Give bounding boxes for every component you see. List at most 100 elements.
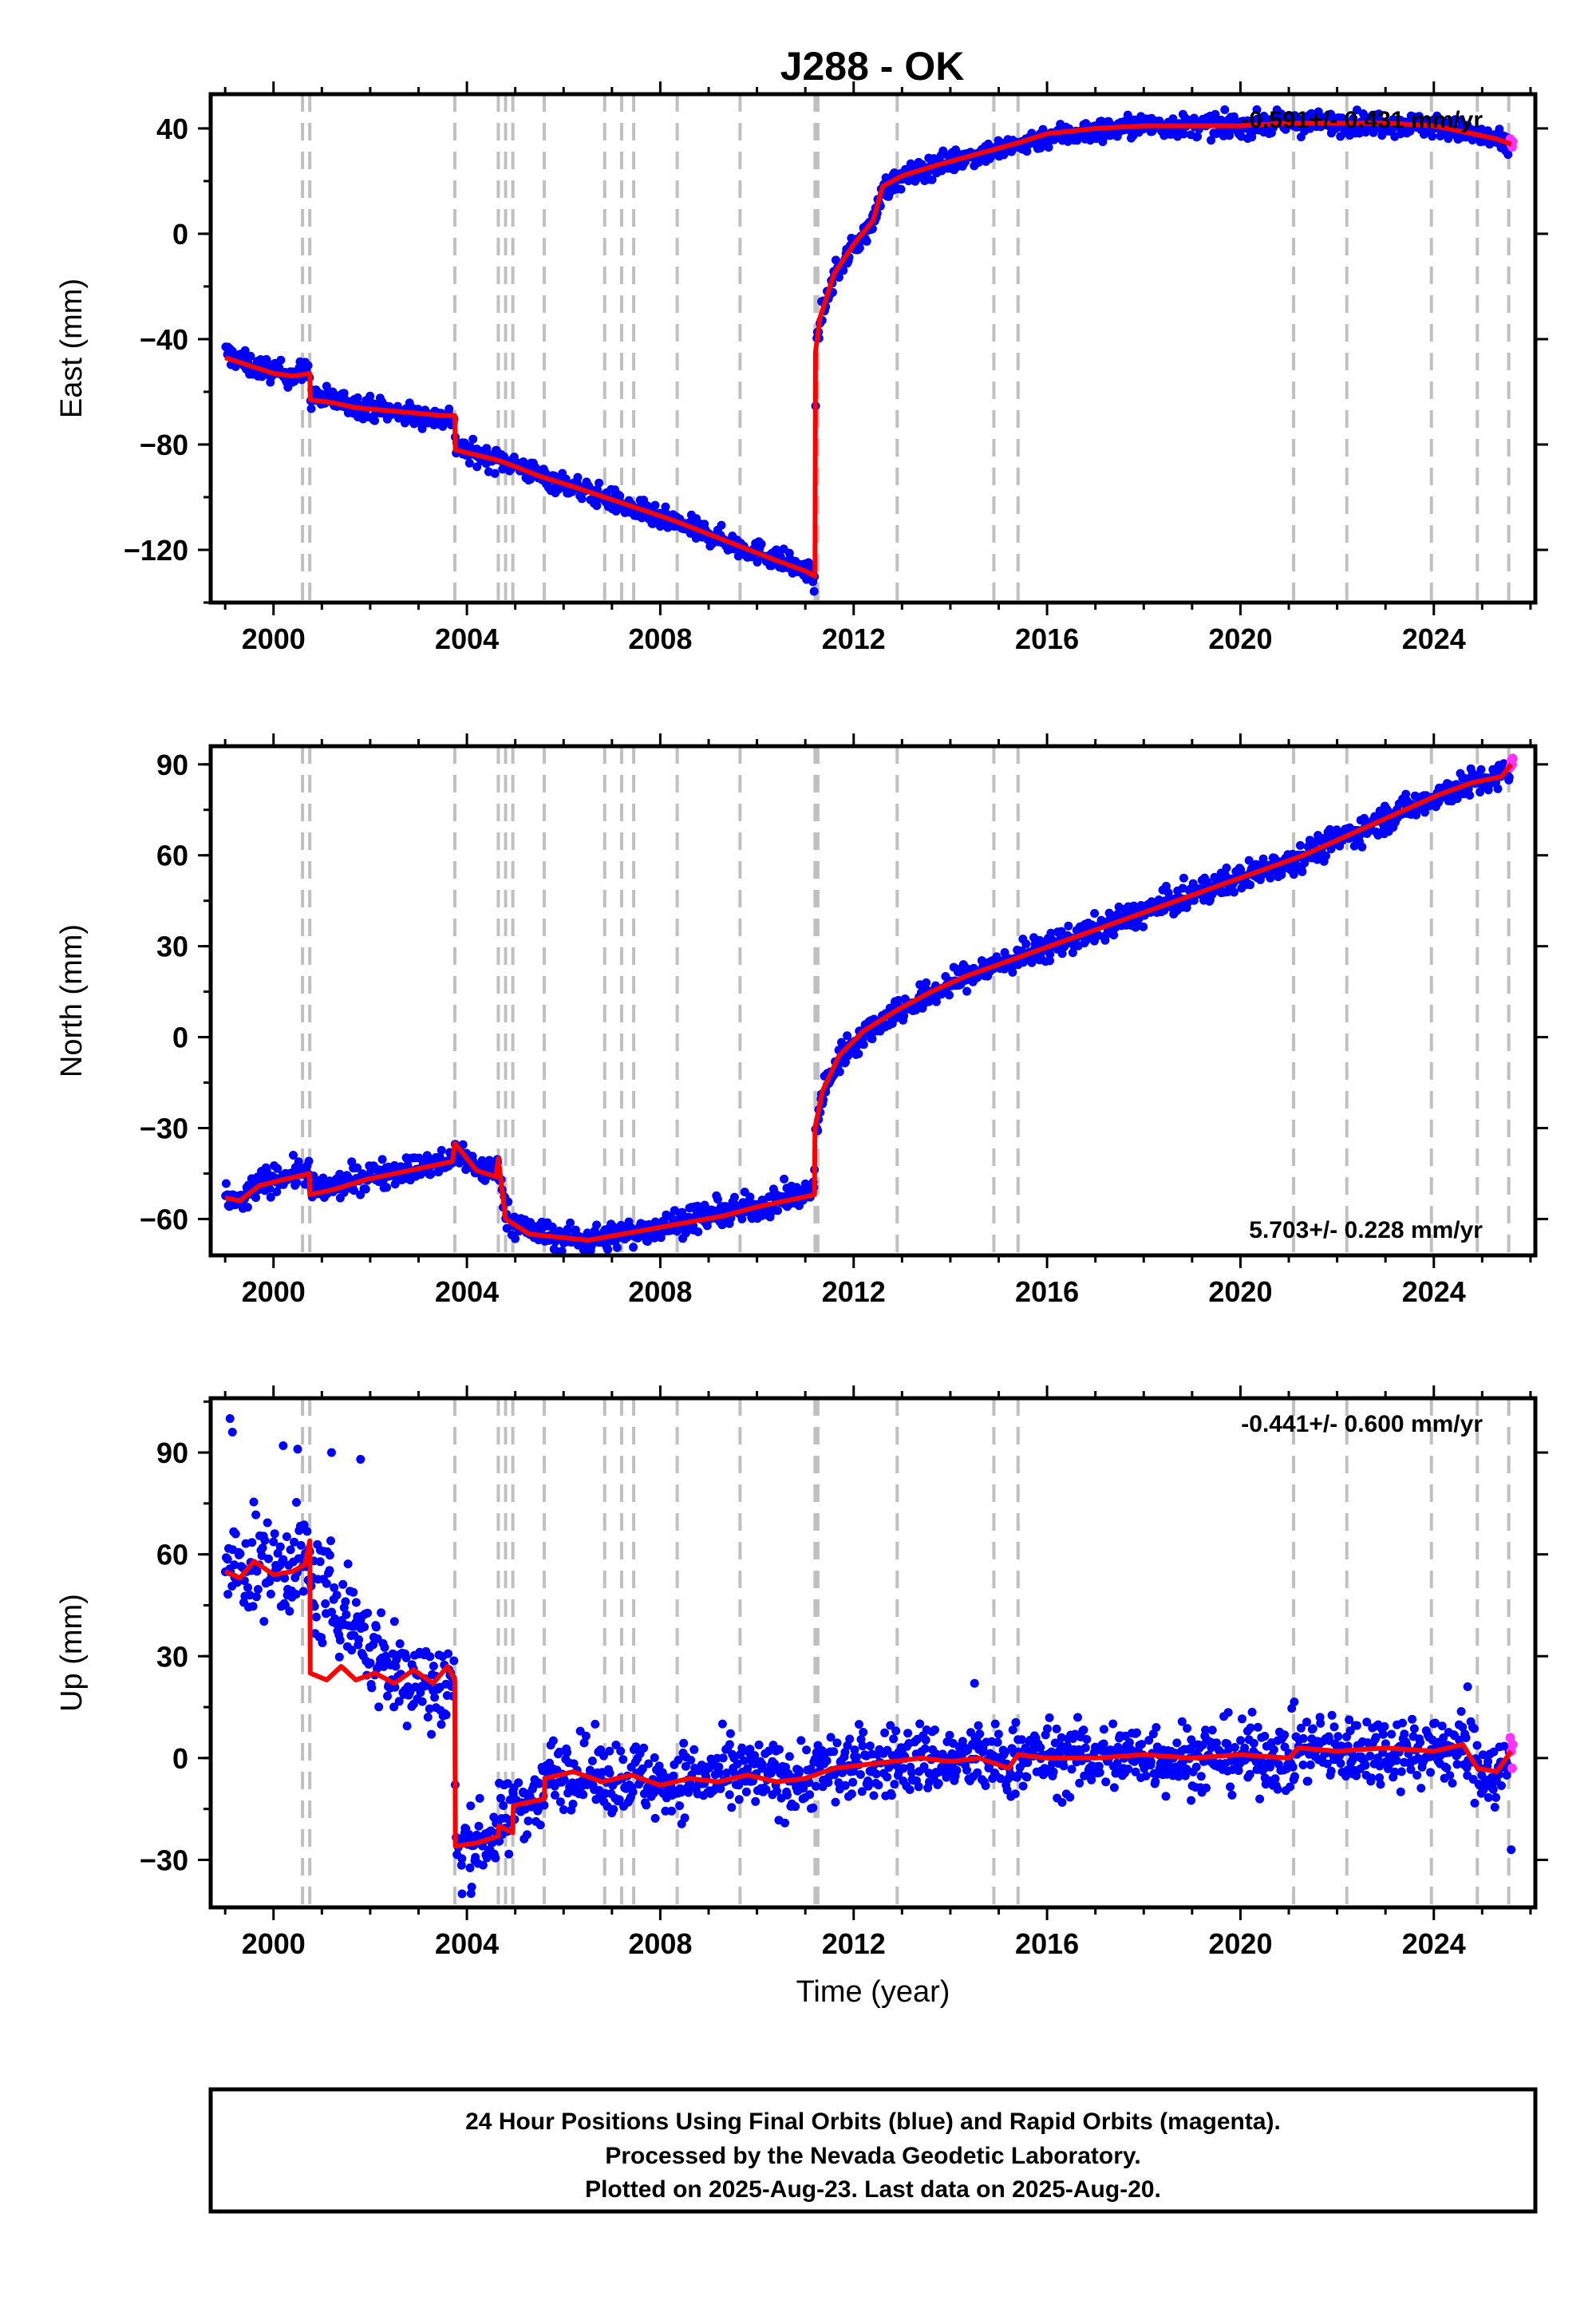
north-data-point <box>1504 773 1514 782</box>
up-data-point <box>1362 1717 1372 1727</box>
north-data-point <box>899 1011 909 1021</box>
up-data-point <box>1426 1768 1436 1777</box>
east-data-point <box>855 243 864 253</box>
up-data-point <box>871 1769 881 1779</box>
north-data-point <box>266 1192 275 1202</box>
up-data-point <box>342 1610 351 1619</box>
up-data-point <box>1367 1773 1377 1783</box>
up-data-point <box>427 1729 437 1739</box>
north-y-tick-label: 30 <box>156 931 188 963</box>
up-data-point <box>681 1761 690 1771</box>
north-data-point <box>1476 765 1486 774</box>
up-data-point <box>1045 1713 1054 1722</box>
up-data-point <box>725 1729 735 1738</box>
up-data-point <box>367 1683 377 1693</box>
up-data-point <box>1308 1724 1317 1733</box>
up-data-point <box>799 1784 808 1793</box>
up-data-point <box>369 1640 378 1650</box>
up-final-orbit-points <box>220 1414 1516 1899</box>
up-data-point <box>1108 1719 1118 1729</box>
up-data-point <box>1280 1730 1290 1740</box>
up-data-point <box>354 1635 364 1644</box>
east-data-point <box>577 494 587 504</box>
up-data-point <box>1266 1762 1274 1772</box>
north-panel: 2000 2004 2008 2012 2016 2020 2024−60−30030609… <box>55 733 1548 1308</box>
north-x-tick-label: 2012 <box>822 1275 886 1308</box>
up-x-tick-label: 2016 <box>1015 1927 1079 1960</box>
up-data-point <box>360 1622 369 1632</box>
up-data-point <box>1196 1772 1206 1781</box>
up-data-point <box>715 1769 725 1778</box>
up-data-point <box>1073 1713 1082 1722</box>
east-data-point <box>1440 117 1449 126</box>
up-data-point <box>1010 1789 1020 1799</box>
up-x-tick-label: 2012 <box>822 1927 886 1960</box>
up-data-point <box>1124 1765 1133 1774</box>
up-data-point <box>740 1756 749 1765</box>
up-data-point <box>587 1757 597 1765</box>
up-data-point <box>1247 1707 1257 1717</box>
north-data-point <box>773 1206 782 1215</box>
up-data-point <box>394 1697 404 1706</box>
up-data-point <box>824 1778 833 1787</box>
up-data-point <box>714 1762 724 1772</box>
up-data-point <box>243 1583 252 1592</box>
up-data-point <box>286 1545 295 1555</box>
up-x-tick-label: 2008 <box>628 1927 692 1960</box>
up-data-point <box>335 1635 345 1645</box>
up-data-point <box>423 1713 433 1722</box>
up-data-point <box>1079 1725 1088 1735</box>
up-data-point <box>1099 1739 1108 1749</box>
east-x-tick-label: 2004 <box>435 622 499 655</box>
up-data-point <box>914 1782 923 1792</box>
north-data-point <box>945 990 954 1000</box>
up-data-point <box>605 1769 614 1778</box>
east-data-point <box>1252 105 1262 114</box>
north-data-point <box>361 1184 370 1194</box>
up-data-point <box>298 1587 308 1596</box>
up-data-point <box>251 1592 261 1602</box>
up-data-point <box>1327 1710 1337 1720</box>
up-data-point <box>1177 1717 1187 1726</box>
up-data-point <box>996 1774 1005 1784</box>
east-x-tick-label: 2020 <box>1208 622 1272 655</box>
up-data-point <box>638 1764 647 1773</box>
north-data-point <box>377 1155 387 1164</box>
up-data-point <box>618 1755 628 1765</box>
up-data-point <box>849 1766 859 1776</box>
north-data-point <box>458 1140 468 1149</box>
up-data-point <box>1099 1725 1108 1734</box>
north-data-point <box>1021 939 1031 949</box>
north-data-point <box>592 1220 602 1230</box>
up-data-point <box>1345 1715 1354 1725</box>
east-data-point <box>592 501 602 511</box>
footer-border <box>208 2087 1538 2214</box>
north-data-point <box>737 1214 747 1223</box>
up-data-point <box>1062 1741 1072 1751</box>
up-y-tick-label: 0 <box>172 1742 188 1775</box>
north-data-point <box>1109 931 1119 940</box>
up-data-point <box>326 1448 336 1457</box>
up-data-point <box>1270 1774 1280 1784</box>
up-data-point <box>223 1555 232 1564</box>
north-data-point <box>1178 883 1187 893</box>
up-data-point <box>429 1662 438 1671</box>
up-data-point <box>257 1551 267 1560</box>
up-data-point <box>318 1638 327 1647</box>
up-data-point <box>920 1744 930 1753</box>
up-data-point <box>1416 1784 1426 1793</box>
east-y-tick-label: −120 <box>124 534 188 567</box>
up-data-point <box>391 1662 401 1671</box>
up-data-point <box>1187 1796 1196 1805</box>
up-model-line <box>223 1538 1514 1849</box>
north-data-point <box>571 1225 580 1235</box>
up-data-point <box>962 1765 972 1775</box>
north-y-tick-label: −60 <box>140 1203 188 1235</box>
north-data-point <box>603 1245 613 1255</box>
up-data-point <box>1302 1717 1311 1727</box>
up-data-point <box>1202 1783 1211 1792</box>
up-data-point <box>1226 1782 1235 1792</box>
up-data-point <box>402 1721 412 1731</box>
north-data-point <box>962 986 972 996</box>
